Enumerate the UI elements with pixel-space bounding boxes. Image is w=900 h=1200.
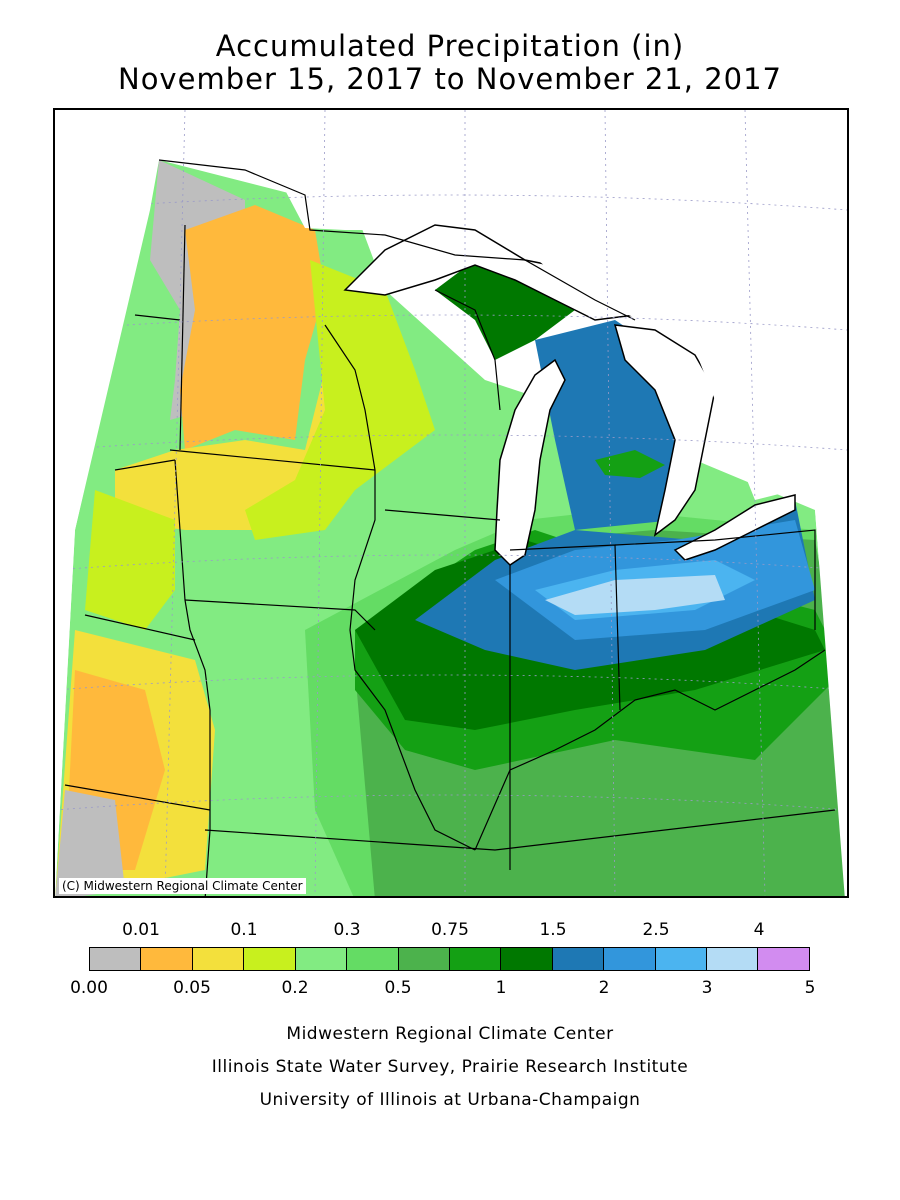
footer-line-2: Illinois State Water Survey, Prairie Res… — [211, 1057, 689, 1077]
state-line-13 — [614, 529, 816, 630]
state-line-6 — [84, 614, 196, 641]
graticule-lon-4 — [604, 110, 616, 896]
state-line-9 — [204, 809, 836, 851]
zone-3-4 — [545, 575, 725, 615]
map-title-line-1: Accumulated Precipitation (in) — [215, 29, 685, 63]
graticule — [55, 110, 847, 896]
michigan-wisconsin-border — [434, 289, 501, 411]
legend-bottom-label-3: 0.2 — [281, 978, 309, 998]
legend-bottom-label-8: 5 — [804, 978, 816, 998]
legend-swatch-5 — [294, 947, 348, 971]
map-canvas — [55, 110, 847, 896]
graticule-lat-1 — [55, 194, 847, 211]
legend-bottom-label-4: 0.5 — [384, 978, 412, 998]
legend-swatch-6 — [346, 947, 399, 971]
zone-0.75-1-michigan — [595, 450, 665, 478]
legend-top-label-7: 4 — [753, 920, 765, 940]
state-line-3 — [169, 449, 376, 471]
legend-top-label-5: 1.5 — [539, 920, 567, 940]
outside-domain-left — [55, 110, 159, 896]
state-line-2 — [134, 314, 181, 321]
ohio-river — [474, 649, 826, 851]
legend-swatch-4 — [243, 947, 296, 971]
map-title-line-2: November 15, 2017 to November 21, 2017 — [118, 62, 782, 96]
precipitation-map: (C) Midwestern Regional Climate Center — [53, 108, 849, 898]
legend-bottom-label-5: 1 — [495, 978, 507, 998]
legend-color-bar — [89, 947, 810, 971]
legend-bottom-label-2: 0.05 — [173, 978, 211, 998]
state-line-10 — [384, 509, 501, 521]
state-line-8 — [64, 784, 211, 811]
legend-swatch-10 — [551, 947, 605, 971]
legend-top-label-6: 2.5 — [642, 920, 670, 940]
mississippi-river — [324, 324, 476, 851]
zone-0.01-0.05-north — [180, 205, 325, 450]
lake-huron — [613, 324, 716, 537]
zone-0.00-0.01-south — [55, 790, 125, 896]
legend-top-label-1: 0.01 — [122, 920, 160, 940]
graticule-lon-5 — [744, 110, 766, 896]
graticule-lat-2 — [55, 314, 847, 331]
legend-swatch-8 — [448, 947, 502, 971]
legend-top-label-2: 0.1 — [230, 920, 258, 940]
graticule-lon-1 — [164, 110, 186, 896]
graticule-lat-3 — [55, 434, 847, 451]
legend-swatch-12 — [654, 947, 708, 971]
legend-swatch-3 — [191, 947, 245, 971]
zone-0.1-0.2-north — [245, 260, 435, 540]
graticule-lon-2 — [314, 110, 326, 896]
boundaries — [64, 159, 836, 896]
legend-top-label-3: 0.3 — [333, 920, 361, 940]
precipitation-legend: 0.01 0.1 0.3 0.75 1.5 2.5 4 0.00 0.05 0.… — [0, 920, 900, 1000]
map-copyright: (C) Midwestern Regional Climate Center — [59, 878, 306, 894]
state-line-1 — [179, 224, 186, 451]
state-line-7 — [184, 599, 376, 631]
lake-erie — [673, 494, 796, 561]
us-canada-border — [158, 159, 636, 321]
legend-swatch-13 — [706, 947, 759, 971]
legend-swatch-11 — [603, 947, 656, 971]
graticule-lat-4 — [55, 554, 847, 571]
graticule-lat-5 — [55, 674, 847, 691]
graticule-lat-6 — [55, 794, 847, 811]
legend-bottom-label-1: 0.00 — [70, 978, 108, 998]
legend-swatch-2 — [140, 947, 193, 971]
state-line-4 — [114, 459, 176, 471]
footer-line-3: University of Illinois at Urbana-Champai… — [259, 1090, 641, 1110]
legend-swatch-7 — [397, 947, 450, 971]
lake-michigan — [494, 358, 566, 566]
legend-top-label-4: 0.75 — [431, 920, 469, 940]
legend-bottom-label-6: 2 — [598, 978, 610, 998]
footer-credits: Midwestern Regional Climate Center Illin… — [0, 1018, 900, 1117]
outside-domain-right — [815, 490, 847, 896]
legend-swatch-9 — [500, 947, 553, 971]
legend-bottom-label-7: 3 — [701, 978, 713, 998]
legend-swatch-14 — [757, 947, 810, 971]
canada-land — [159, 110, 847, 500]
precipitation-zones — [55, 160, 845, 896]
zone-0.1-0.2-west — [85, 490, 175, 630]
great-lakes — [159, 110, 847, 566]
legend-swatch-1 — [89, 947, 142, 971]
footer-line-1: Midwestern Regional Climate Center — [286, 1024, 614, 1044]
